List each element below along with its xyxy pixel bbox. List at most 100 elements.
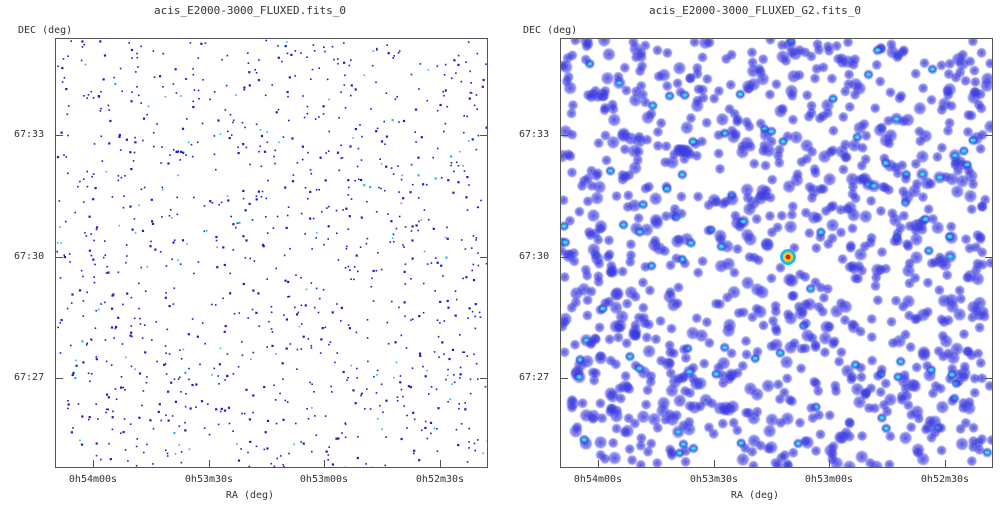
smoothed-blob <box>624 443 636 455</box>
photon-event <box>459 334 461 336</box>
smoothed-blob <box>673 373 685 384</box>
photon-event <box>350 278 352 280</box>
photon-event <box>315 232 318 234</box>
photon-event <box>427 69 430 71</box>
photon-event <box>75 364 78 367</box>
photon-event <box>90 233 92 235</box>
photon-event <box>135 445 138 448</box>
bright-blob <box>864 71 873 78</box>
photon-event <box>84 63 87 66</box>
image-canvas[interactable] <box>55 38 488 468</box>
photon-event <box>318 116 320 118</box>
photon-event <box>347 179 350 182</box>
image-canvas[interactable] <box>560 38 993 468</box>
photon-event <box>445 256 448 259</box>
photon-event <box>283 314 285 316</box>
smoothed-blob <box>761 378 776 393</box>
photon-event <box>113 337 115 339</box>
smoothed-blob <box>984 380 992 392</box>
photon-event <box>472 263 475 266</box>
photon-event <box>215 235 218 239</box>
photon-event <box>165 414 167 417</box>
photon-event <box>385 165 388 168</box>
photon-event <box>418 352 422 355</box>
smoothed-blob <box>743 381 758 396</box>
photon-event <box>202 79 204 81</box>
photon-event <box>149 245 152 248</box>
smoothed-blob <box>601 154 612 166</box>
photon-event <box>216 246 218 249</box>
photon-event <box>123 195 125 197</box>
photon-event <box>257 79 260 82</box>
photon-event <box>61 67 64 70</box>
photon-event <box>86 342 88 345</box>
smoothed-blob <box>612 71 624 83</box>
smoothed-blob <box>593 219 608 234</box>
photon-event <box>200 400 204 403</box>
photon-event <box>152 427 155 430</box>
photon-event <box>394 98 397 100</box>
photon-event <box>177 259 179 261</box>
smoothed-blob <box>666 447 678 459</box>
smoothed-blob <box>818 292 830 304</box>
smoothed-blob <box>837 111 849 123</box>
smoothed-blob <box>964 242 976 254</box>
smoothed-blob <box>605 264 620 279</box>
photon-event <box>429 421 433 424</box>
photon-event <box>160 419 163 422</box>
photon-event <box>376 417 379 420</box>
smoothed-blob <box>970 272 985 286</box>
photon-event <box>309 190 312 194</box>
smoothed-blob <box>735 452 750 467</box>
photon-event <box>293 443 295 446</box>
photon-event <box>474 303 477 306</box>
photon-event <box>336 303 338 305</box>
photon-event <box>175 92 178 94</box>
photon-event <box>77 185 79 188</box>
photon-event <box>313 306 316 309</box>
smoothed-blob <box>779 449 791 461</box>
tick-mark <box>55 378 63 379</box>
photon-event <box>193 89 196 91</box>
smoothed-blob <box>833 356 845 368</box>
dec-tick-label: 67:33 <box>14 129 45 140</box>
photon-event <box>420 219 423 221</box>
photon-event <box>74 377 77 380</box>
photon-event <box>436 109 439 112</box>
photon-event <box>426 99 429 102</box>
smoothed-blob <box>666 298 681 312</box>
smoothed-blob <box>773 460 785 467</box>
photon-event <box>369 408 372 410</box>
photon-event <box>99 40 102 43</box>
photon-event <box>463 131 465 134</box>
smoothed-blob <box>592 234 604 246</box>
smoothed-blob <box>898 210 910 222</box>
smoothed-blob <box>839 139 851 150</box>
photon-event <box>108 109 110 111</box>
photon-event <box>430 432 432 435</box>
photon-event <box>275 422 278 425</box>
bright-blob <box>945 233 954 240</box>
smoothed-blob <box>636 60 648 72</box>
photon-event <box>117 271 120 274</box>
photon-event <box>107 271 110 274</box>
smoothed-blob <box>569 39 581 46</box>
photon-event <box>109 458 112 461</box>
smoothed-blob <box>856 430 868 442</box>
photon-event <box>226 353 229 355</box>
photon-event <box>462 351 464 353</box>
photon-event <box>400 334 403 337</box>
smoothed-blob <box>950 184 965 199</box>
smoothed-blob <box>779 355 794 370</box>
bright-blob <box>794 440 803 447</box>
photon-event <box>356 367 358 370</box>
photon-event <box>433 351 436 353</box>
photon-event <box>400 178 403 181</box>
bright-blob <box>648 102 657 109</box>
photon-event <box>223 409 227 412</box>
photon-event <box>214 304 217 306</box>
photon-event <box>215 168 217 171</box>
photon-event <box>278 141 280 144</box>
photon-event <box>371 64 374 67</box>
photon-event <box>476 206 479 209</box>
